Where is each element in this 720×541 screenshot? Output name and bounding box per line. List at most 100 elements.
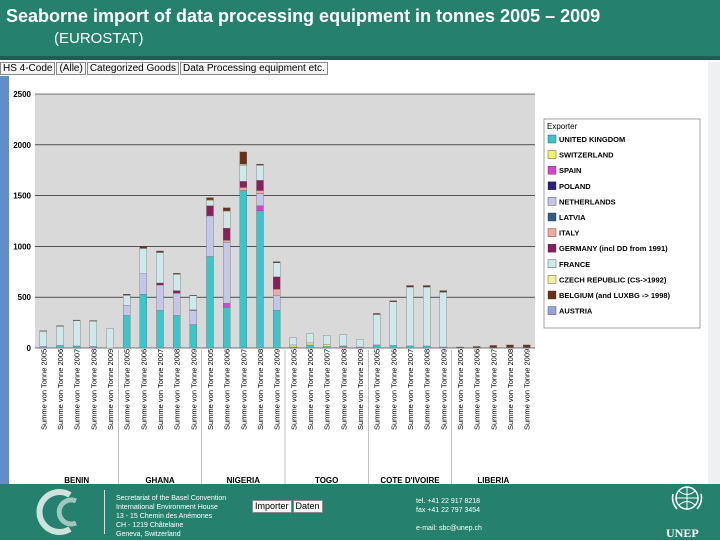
bar-segment-10-7 xyxy=(206,205,214,217)
bar-segment-23-8 xyxy=(423,286,431,347)
footer-pivot-buttons: Importer Daten xyxy=(252,500,324,513)
x-tick-label-19: Summe von Tonne 2009 xyxy=(356,349,365,430)
plot-area xyxy=(35,94,535,348)
bar-segment-12-8 xyxy=(239,164,247,182)
bar-segment-5-0 xyxy=(123,315,131,349)
bar-segment-10-9 xyxy=(206,199,214,201)
legend-swatch-6 xyxy=(547,228,557,237)
bar-segment-10-8 xyxy=(206,200,214,206)
legend-label-5: LATVIA xyxy=(559,213,586,222)
bar-segment-18-8 xyxy=(339,334,347,347)
bar-segment-13-0 xyxy=(256,210,264,349)
right-scroll-panel[interactable] xyxy=(708,62,720,484)
bar-segment-22-8 xyxy=(406,286,414,347)
bar-segment-20-0 xyxy=(373,344,381,349)
legend-swatch-9 xyxy=(547,275,557,284)
bar-segment-11-7 xyxy=(223,227,231,241)
filter-field-categorized-goods[interactable]: Categorized Goods xyxy=(86,62,179,75)
legend-swatch-4 xyxy=(547,197,557,206)
bar-segment-7-4 xyxy=(156,284,164,311)
x-tick-label-14: Summe von Tonne 2009 xyxy=(273,349,282,430)
bar-segment-21-10 xyxy=(389,300,397,302)
bar-segment-20-8 xyxy=(373,314,381,346)
importer-label-4: COTE D'IVOIRE xyxy=(380,476,440,484)
filter-value-data-processing[interactable]: Data Processing equipment etc. xyxy=(179,62,328,75)
x-tick-label-6: Summe von Tonne 2006 xyxy=(139,349,148,430)
bar-segment-24-10 xyxy=(439,290,447,293)
y-tick-label-0: 0 xyxy=(27,344,32,353)
bar-segment-1-0 xyxy=(56,345,64,349)
bar-segment-16-1 xyxy=(306,342,314,346)
left-accent-strip xyxy=(0,76,9,484)
bar-segment-13-10 xyxy=(256,163,264,166)
x-tick-label-8: Summe von Tonne 2008 xyxy=(173,349,182,430)
bar-segment-13-8 xyxy=(256,164,264,181)
page-title: Seaborne import of data processing equip… xyxy=(6,6,601,26)
bar-segment-5-10 xyxy=(123,294,131,296)
legend-label-4: NETHERLANDS xyxy=(559,197,616,206)
legend-label-6: ITALY xyxy=(559,229,579,238)
bar-segment-3-0 xyxy=(89,346,97,349)
bar-segment-14-10 xyxy=(273,261,281,263)
filter-value-all[interactable]: (Alle) xyxy=(56,62,86,75)
bar-segment-7-8 xyxy=(156,252,164,284)
bar-segment-27-10 xyxy=(489,345,497,348)
legend-label-0: UNITED KINGDOM xyxy=(559,135,625,144)
legend-swatch-3 xyxy=(547,181,557,191)
bar-segment-11-9 xyxy=(223,210,231,213)
x-tick-label-29: Summe von Tonne 2009 xyxy=(523,349,532,430)
bar-segment-10-0 xyxy=(206,256,214,349)
bar-segment-22-10 xyxy=(406,285,414,288)
bar-segment-8-4 xyxy=(173,292,181,316)
bar-segment-26-10 xyxy=(473,346,481,348)
bar-segment-7-10 xyxy=(156,250,164,253)
footer-contact: tel. +41 22 917 8218 fax +41 22 797 3454… xyxy=(416,498,482,532)
x-tick-label-0: Summe von Tonne 2005 xyxy=(39,349,48,430)
pivot-filter-row: HS 4-Code (Alle) Categorized Goods Data … xyxy=(0,62,329,75)
bar-segment-24-0 xyxy=(439,346,447,349)
bar-segment-12-7 xyxy=(239,181,247,188)
filter-field-hs-code[interactable]: HS 4-Code xyxy=(0,62,56,75)
bar-segment-15-0 xyxy=(289,346,297,349)
legend-swatch-1 xyxy=(547,150,557,159)
bar-segment-21-8 xyxy=(389,301,397,346)
importer-label-0: BENIN xyxy=(64,476,89,484)
bar-segment-18-0 xyxy=(339,346,347,349)
legend-label-7: GERMANY (incl DD from 1991) xyxy=(559,244,668,253)
bar-segment-12-0 xyxy=(239,190,247,349)
bar-segment-23-10 xyxy=(423,285,431,288)
footer-address: Secretariat of the Basel Convention Inte… xyxy=(116,495,227,538)
bar-segment-13-7 xyxy=(256,180,264,191)
bar-segment-25-10 xyxy=(456,346,464,348)
bar-segment-6-10 xyxy=(139,246,147,249)
legend-label-11: AUSTRIA xyxy=(559,307,593,316)
legend-label-8: FRANCE xyxy=(559,260,590,269)
bar-segment-13-4 xyxy=(256,193,264,206)
bar-segment-22-0 xyxy=(406,345,414,349)
bar-segment-11-10 xyxy=(223,207,231,211)
bar-segment-11-2 xyxy=(223,303,231,308)
basel-convention-logo xyxy=(36,489,77,535)
legend-box xyxy=(543,118,701,329)
bar-segment-10-4 xyxy=(206,215,214,257)
bar-segment-13-2 xyxy=(256,205,264,211)
x-tick-label-7: Summe von Tonne 2007 xyxy=(156,349,165,430)
legend-swatch-5 xyxy=(547,212,557,222)
bar-segment-14-4 xyxy=(273,295,281,311)
bar-segment-20-10 xyxy=(373,313,381,315)
daten-button[interactable]: Daten xyxy=(292,500,323,513)
x-tick-label-25: Summe von Tonne 2005 xyxy=(456,349,465,430)
unep-logo-text: UNEP xyxy=(666,526,699,540)
x-tick-label-12: Summe von Tonne 2007 xyxy=(239,349,248,430)
bar-segment-7-7 xyxy=(156,282,164,286)
importer-button[interactable]: Importer xyxy=(252,500,292,513)
title-bar xyxy=(0,0,720,56)
x-tick-label-17: Summe von Tonne 2007 xyxy=(323,349,332,430)
x-tick-label-28: Summe von Tonne 2008 xyxy=(506,349,515,430)
bar-segment-17-8 xyxy=(323,335,331,345)
bar-segment-11-0 xyxy=(223,307,231,349)
bar-segment-24-8 xyxy=(439,291,447,348)
x-tick-label-3: Summe von Tonne 2008 xyxy=(89,349,98,430)
legend-label-9: CZECH REPUBLIC (CS->1992) xyxy=(559,275,667,284)
bar-segment-21-0 xyxy=(389,345,397,349)
